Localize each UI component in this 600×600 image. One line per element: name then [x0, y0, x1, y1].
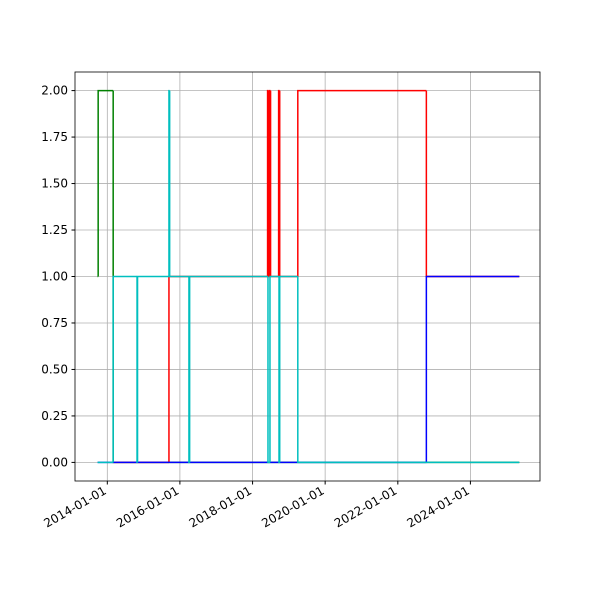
step-segment [266, 89, 269, 277]
step-segment [278, 275, 298, 463]
y-tick-label: 1.75 [41, 130, 68, 144]
step-segment [297, 89, 427, 277]
y-tick-label: 1.00 [41, 270, 68, 284]
plot-frame [74, 71, 541, 482]
y-tick-label: 1.50 [41, 177, 68, 191]
step-segment [277, 89, 280, 277]
step-segment [297, 276, 520, 464]
y-tick-label: 0.75 [41, 316, 68, 330]
y-tick-label: 0.25 [41, 409, 68, 423]
step-segment [269, 275, 280, 463]
y-tick-label: 2.00 [41, 84, 68, 98]
y-tick-label: 0.00 [41, 455, 68, 469]
step-segment [168, 90, 189, 278]
y-tick-label: 0.50 [41, 362, 68, 376]
step-segment [188, 275, 268, 463]
step-segment [97, 89, 114, 277]
step-segment [136, 275, 169, 463]
step-segment [112, 275, 138, 463]
step-segment [425, 275, 520, 463]
step-segment [268, 89, 271, 277]
y-tick-label: 1.25 [41, 223, 68, 237]
